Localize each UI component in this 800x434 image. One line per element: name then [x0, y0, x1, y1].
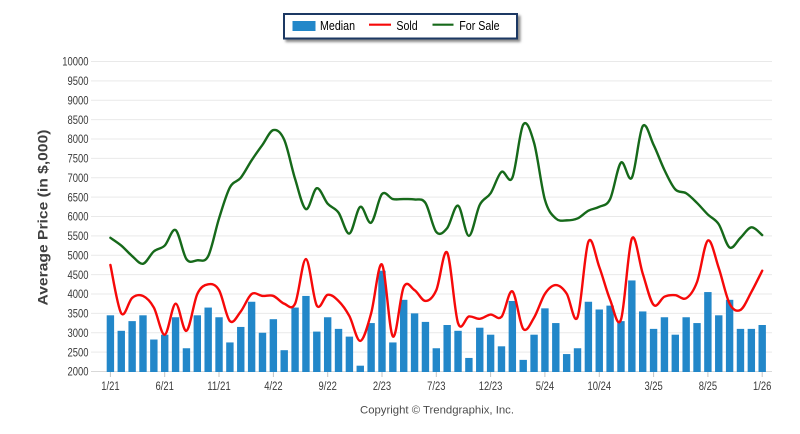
svg-text:5500: 5500: [68, 231, 89, 243]
svg-text:10/24: 10/24: [588, 381, 612, 393]
svg-text:10000: 10000: [62, 57, 88, 69]
svg-text:For Sale: For Sale: [459, 18, 499, 33]
svg-text:7500: 7500: [68, 154, 89, 166]
svg-text:9/22: 9/22: [319, 381, 337, 393]
svg-text:6500: 6500: [68, 192, 89, 204]
svg-text:8500: 8500: [68, 115, 89, 127]
svg-text:5/24: 5/24: [536, 381, 555, 393]
svg-text:11/21: 11/21: [207, 381, 231, 393]
svg-text:3500: 3500: [68, 309, 89, 321]
svg-text:7000: 7000: [68, 173, 89, 185]
svg-text:8000: 8000: [68, 134, 89, 146]
svg-text:1/26: 1/26: [753, 381, 771, 393]
svg-text:4000: 4000: [68, 289, 89, 301]
svg-text:Average Price (in $,000): Average Price (in $,000): [35, 130, 51, 306]
svg-text:6/21: 6/21: [156, 381, 174, 393]
svg-text:Copyright © Trendgraphix, Inc.: Copyright © Trendgraphix, Inc.: [360, 405, 514, 417]
svg-text:5000: 5000: [68, 250, 89, 262]
svg-text:7/23: 7/23: [427, 381, 445, 393]
svg-text:8/25: 8/25: [699, 381, 717, 393]
svg-text:2/23: 2/23: [373, 381, 391, 393]
svg-text:9000: 9000: [68, 96, 89, 108]
svg-text:Median: Median: [320, 18, 355, 33]
svg-text:4/22: 4/22: [264, 381, 282, 393]
svg-text:Sold: Sold: [396, 18, 417, 33]
svg-text:12/23: 12/23: [479, 381, 503, 393]
svg-text:1/21: 1/21: [101, 381, 119, 393]
svg-text:4500: 4500: [68, 270, 89, 282]
svg-text:9500: 9500: [68, 76, 89, 88]
svg-text:3/25: 3/25: [644, 381, 662, 393]
svg-text:6000: 6000: [68, 212, 89, 224]
svg-text:2000: 2000: [68, 367, 89, 379]
svg-text:2500: 2500: [68, 347, 89, 359]
svg-text:3000: 3000: [68, 328, 89, 340]
